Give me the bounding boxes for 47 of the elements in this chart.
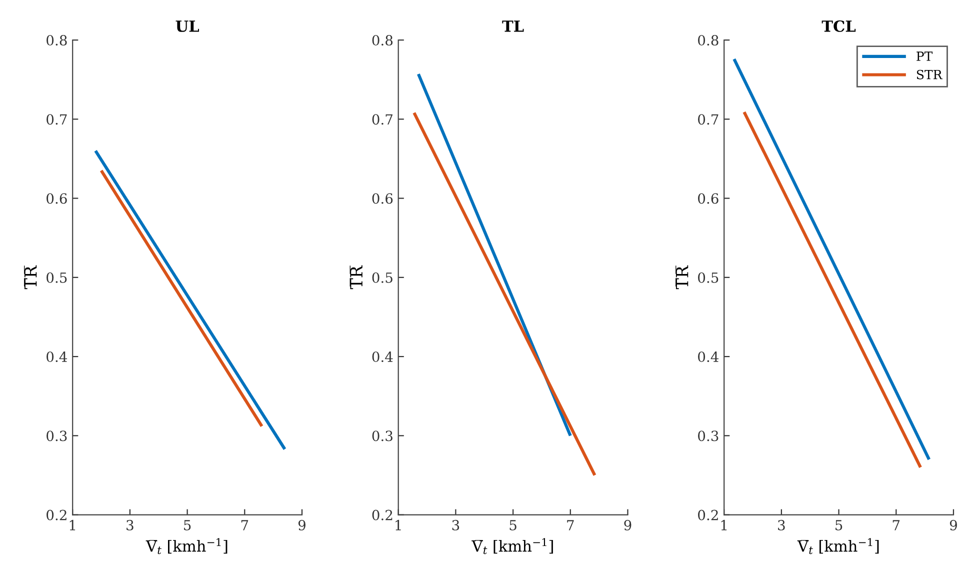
x-tick-label: 5 xyxy=(836,520,842,530)
y-tick-label: 0.6 xyxy=(46,193,67,204)
x-tick-label: 1 xyxy=(396,520,401,530)
chart-title: UL xyxy=(176,20,199,32)
y-tick-label: 0.2 xyxy=(372,510,392,520)
y-tick-label: 0.3 xyxy=(46,430,67,442)
y-tick-label: 0.8 xyxy=(372,35,393,46)
x-axis-title: V̅$_{t}$ [kmh$^{−1}$] xyxy=(146,538,228,554)
legend-label: STR xyxy=(916,70,943,80)
x-tick-label: 7 xyxy=(241,520,248,530)
y-tick-label: 0.3 xyxy=(372,430,392,442)
chart-title: TCL xyxy=(822,20,856,32)
x-axis-title: V̅$_{t}$ [kmh$^{−1}$] xyxy=(472,538,553,554)
y-tick-label: 0.5 xyxy=(698,272,718,283)
x-tick-label: 7 xyxy=(892,520,900,530)
y-tick-label: 0.8 xyxy=(698,35,718,46)
y-tick-label: 0.5 xyxy=(46,272,67,283)
y-tick-label: 0.4 xyxy=(372,352,393,362)
y-tick-label: 0.4 xyxy=(46,352,68,362)
y-tick-label: 0.8 xyxy=(46,35,67,46)
x-tick-label: 3 xyxy=(126,520,134,530)
y-tick-label: 0.6 xyxy=(372,193,393,204)
x-tick-label: 5 xyxy=(510,520,516,530)
x-tick-label: 3 xyxy=(452,520,460,530)
x-tick-label: 9 xyxy=(950,520,957,530)
x-tick-label: 9 xyxy=(624,520,632,530)
y-tick-label: 0.2 xyxy=(698,510,718,520)
x-tick-label: 9 xyxy=(298,520,306,530)
y-axis-title: T̅R̅ xyxy=(350,265,362,290)
y-tick-label: 0.7 xyxy=(372,114,392,125)
x-tick-label: 5 xyxy=(184,520,191,530)
x-axis-title: V̅$_{t}$ [kmh$^{−1}$] xyxy=(797,538,879,554)
x-tick-label: 3 xyxy=(778,520,785,530)
y-axis-title: T̅R̅ xyxy=(676,265,688,290)
chart-title: TL xyxy=(502,20,524,32)
y-tick-label: 0.5 xyxy=(372,272,392,283)
x-tick-label: 7 xyxy=(567,520,574,530)
y-tick-label: 0.3 xyxy=(698,430,718,442)
x-tick-label: 1 xyxy=(721,520,727,530)
legend-label: PT xyxy=(916,52,933,61)
y-axis-title: T̅R̅ xyxy=(24,265,37,290)
y-tick-label: 0.7 xyxy=(698,114,718,125)
y-tick-label: 0.7 xyxy=(46,114,67,125)
x-tick-label: 1 xyxy=(70,520,76,530)
y-tick-label: 0.6 xyxy=(698,193,718,204)
y-tick-label: 0.4 xyxy=(698,352,719,362)
y-tick-label: 0.2 xyxy=(46,510,66,520)
